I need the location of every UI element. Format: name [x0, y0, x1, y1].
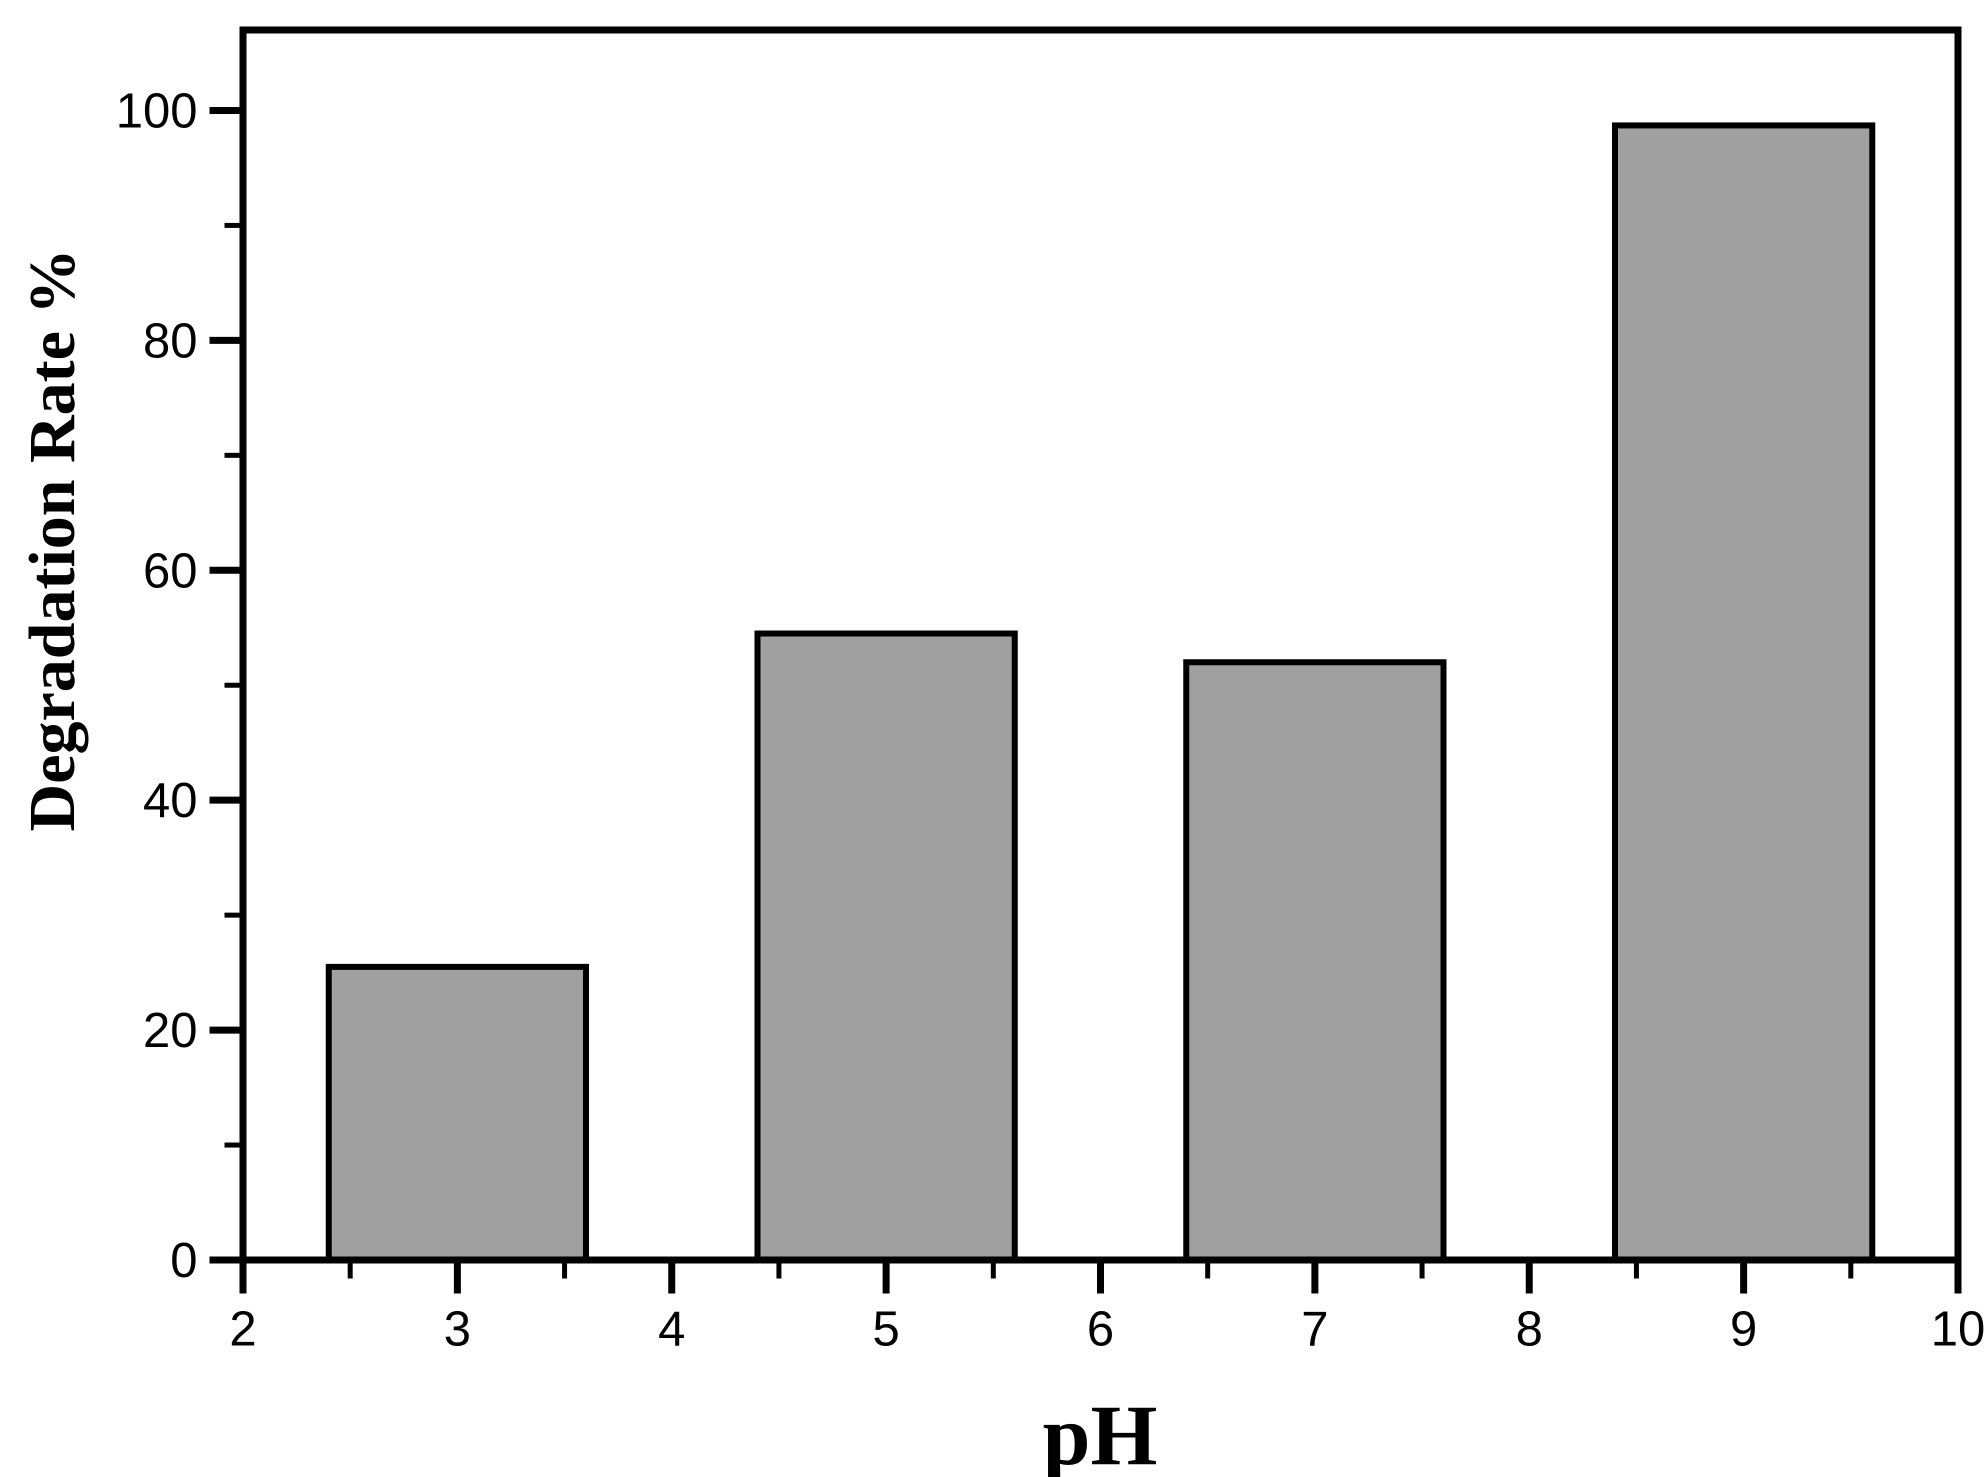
x-tick-label: 10 [1931, 1303, 1986, 1357]
x-tick-label: 5 [872, 1303, 899, 1357]
bar-ph-5 [754, 630, 1018, 1263]
y-tick-label: 60 [143, 544, 198, 598]
y-tick-label: 80 [143, 314, 198, 368]
y-tick-label: 100 [116, 84, 198, 138]
axis-frame [239, 26, 1962, 1264]
x-tick-label: 7 [1301, 1303, 1328, 1357]
x-tick-label: 8 [1516, 1303, 1543, 1357]
x-tick-label: 2 [229, 1303, 256, 1357]
y-tick-label: 20 [143, 1004, 198, 1058]
bar-ph-3 [325, 963, 589, 1263]
y-axis-title: Degradation Rate % [16, 248, 89, 832]
bar-ph-9 [1612, 122, 1876, 1263]
x-tick-label: 4 [658, 1303, 685, 1357]
x-tick-label: 3 [444, 1303, 471, 1357]
bar-ph-7 [1183, 659, 1447, 1263]
x-tick-label: 9 [1730, 1303, 1757, 1357]
y-tick-label: 40 [143, 774, 198, 828]
x-axis-title: pH [1042, 1387, 1158, 1477]
x-tick-label: 6 [1087, 1303, 1114, 1357]
y-tick-label: 0 [170, 1234, 197, 1288]
